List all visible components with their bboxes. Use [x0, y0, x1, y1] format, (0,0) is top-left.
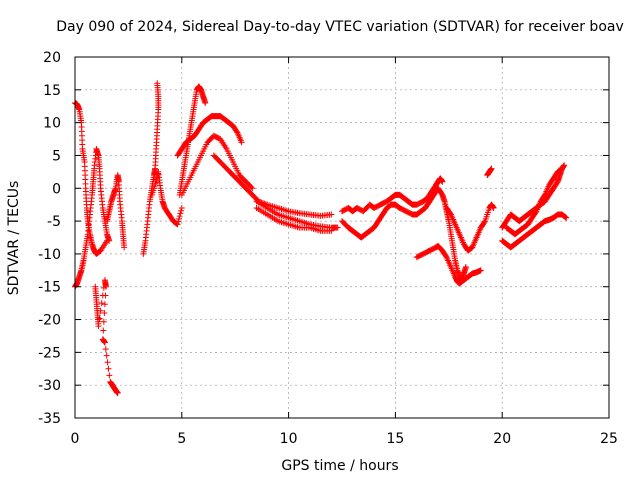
y-tick-labels: -35 -30 -25 -20 -15 -10 -5 0 5 10 15 20: [38, 50, 61, 427]
data-point: [532, 209, 539, 216]
data-point: [106, 237, 113, 244]
data-point: [96, 315, 103, 322]
data-point: [328, 227, 335, 234]
data-point: [249, 185, 256, 192]
data-point: [121, 244, 128, 251]
data-point: [238, 139, 245, 146]
data-point: [488, 165, 495, 172]
data-point: [490, 204, 497, 211]
data-point: [102, 283, 109, 290]
data-point: [175, 218, 182, 225]
data-point: [101, 339, 108, 346]
data-point: [176, 213, 183, 220]
data-point: [557, 166, 564, 173]
y-tick-label: 10: [43, 116, 61, 132]
x-tick-label: 5: [177, 431, 186, 447]
data-point: [442, 253, 449, 260]
data-point: [202, 99, 209, 106]
data-point: [558, 166, 565, 173]
data-point: [328, 211, 335, 218]
y-tick-label: -15: [38, 280, 61, 296]
data-point: [561, 213, 568, 220]
x-axis-label: GPS time / hours: [281, 458, 398, 474]
data-point: [97, 307, 104, 314]
y-tick-label: 15: [43, 83, 61, 99]
y-tick-label: 5: [52, 148, 61, 164]
data-point: [154, 80, 161, 87]
y-tick-label: 20: [43, 50, 61, 66]
y-tick-label: -30: [38, 378, 61, 394]
data-point: [100, 318, 107, 325]
grid-lines: [75, 57, 609, 418]
data-point: [178, 204, 185, 211]
data-points: [72, 80, 570, 397]
data-point: [104, 359, 111, 366]
axis-ticks: [74, 56, 610, 419]
data-point: [178, 207, 185, 214]
data-point: [174, 221, 181, 228]
y-tick-label: -35: [38, 411, 61, 427]
x-tick-label: 25: [600, 431, 618, 447]
data-point: [175, 215, 182, 222]
x-tick-label: 20: [493, 431, 511, 447]
chart-title: Day 090 of 2024, Sidereal Day-to-day VTE…: [56, 19, 624, 35]
data-point: [481, 219, 488, 226]
data-point: [561, 162, 568, 169]
data-point: [477, 267, 484, 274]
data-point: [559, 165, 566, 172]
y-tick-label: -5: [47, 214, 61, 230]
x-tick-label: 0: [71, 431, 80, 447]
data-point: [248, 184, 255, 191]
y-tick-label: -20: [38, 313, 61, 329]
x-tick-label: 10: [280, 431, 298, 447]
data-point: [541, 192, 548, 199]
x-tick-labels: 0 5 10 15 20 25: [71, 431, 618, 447]
data-point: [177, 210, 184, 217]
data-point: [562, 214, 569, 221]
y-tick-label: 0: [52, 181, 61, 197]
y-axis-label: SDTVAR / TECUs: [6, 181, 22, 296]
data-point: [103, 352, 110, 359]
data-point: [563, 214, 570, 221]
data-point: [105, 365, 112, 372]
data-point: [462, 264, 469, 271]
y-tick-label: -10: [38, 247, 61, 263]
y-tick-label: -25: [38, 345, 61, 361]
data-point: [101, 309, 108, 316]
plot-frame: [74, 56, 610, 419]
data-point: [102, 346, 109, 353]
x-tick-label: 15: [386, 431, 404, 447]
data-point: [95, 323, 102, 330]
data-point: [334, 224, 341, 231]
data-point: [447, 210, 454, 217]
data-point: [114, 390, 121, 397]
data-point: [100, 327, 107, 334]
data-point: [102, 292, 109, 299]
data-point: [98, 300, 105, 307]
data-point: [106, 372, 113, 379]
data-point: [233, 128, 240, 135]
data-point: [101, 301, 108, 308]
data-point: [439, 178, 446, 185]
